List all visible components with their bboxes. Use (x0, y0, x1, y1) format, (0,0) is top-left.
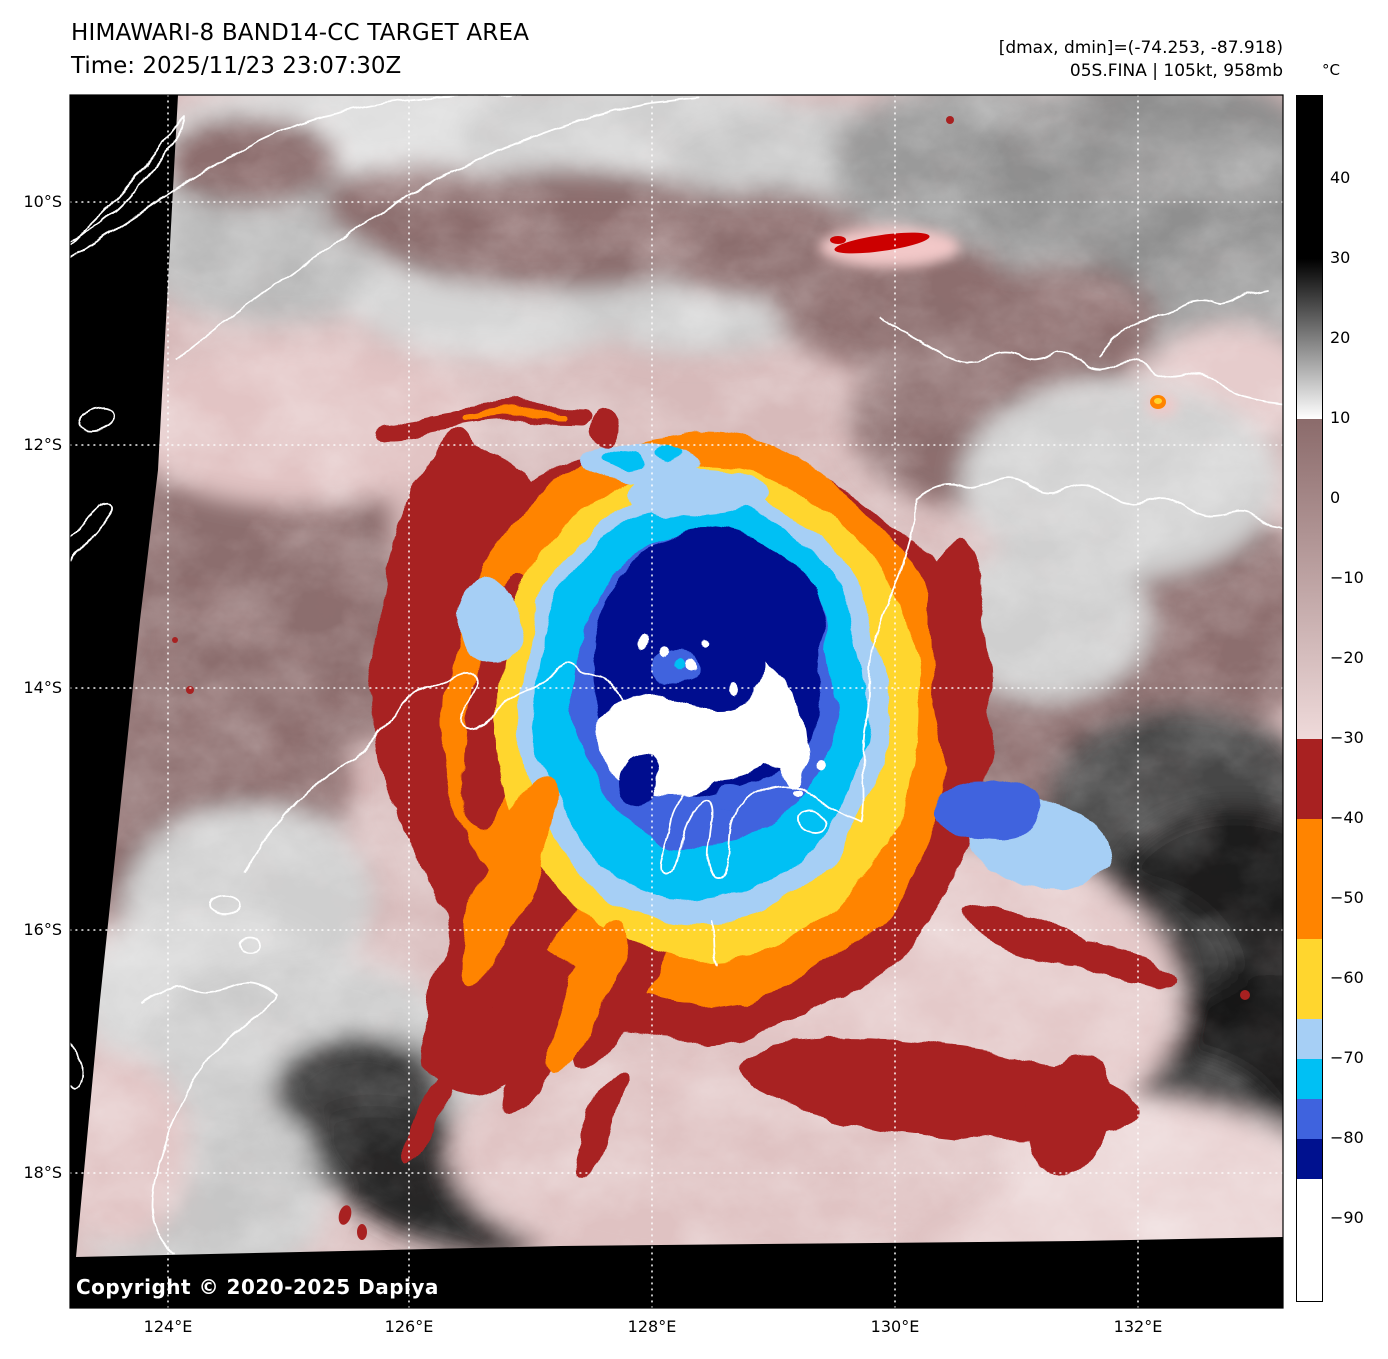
colorbar-tick-m30: −30 (1330, 728, 1364, 747)
colorbar-tick-m50: −50 (1330, 888, 1364, 907)
lat-tick-18s: 18°S (23, 1163, 62, 1182)
colorbar-tick-m60: −60 (1330, 968, 1364, 987)
coastline-bonaparte-gulf (914, 476, 1283, 529)
colorbar-tick-10: 10 (1330, 408, 1351, 427)
colorbar-tick-m80: −80 (1330, 1128, 1364, 1147)
lat-tick-14s: 14°S (23, 678, 62, 697)
hot-spots (172, 116, 1250, 1240)
colorbar-tick-20: 20 (1330, 328, 1351, 347)
colorbar-tick-0: 0 (1330, 488, 1341, 507)
coastline-inlet (711, 919, 719, 967)
colorbar (1296, 95, 1323, 1302)
colorbar-tick-m40: −40 (1330, 808, 1364, 827)
coastline-cambridge-gulf (861, 497, 916, 823)
graticule (70, 95, 1283, 1308)
coastline-dampier (141, 981, 279, 1255)
colorbar-tick-30: 30 (1330, 248, 1351, 267)
page-title: HIMAWARI-8 BAND14-CC TARGET AREA (71, 20, 530, 46)
lon-tick-124e: 124°E (143, 1317, 193, 1336)
copyright-notice: Copyright © 2020-2025 Dapiya (76, 1275, 439, 1299)
island-outline (210, 895, 240, 915)
coastline-kimberley-north (879, 317, 1283, 405)
colorbar-tick-m70: −70 (1330, 1048, 1364, 1067)
annotation-block: [dmax, dmin]=(-74.253, -87.918) 05S.FINA… (999, 37, 1283, 83)
coastline-rote (70, 502, 113, 561)
coastline-timor-south (70, 95, 521, 259)
colorbar-tick-m20: −20 (1330, 648, 1364, 667)
colorbar-tick-m10: −10 (1330, 568, 1364, 587)
island-outline (78, 408, 116, 432)
coastline-fragment (70, 1043, 84, 1090)
dmax-dmin-annotation: [dmax, dmin]=(-74.253, -87.918) (998, 38, 1283, 58)
coastline-archipelago (1097, 289, 1269, 357)
lon-tick-132e: 132°E (1113, 1317, 1163, 1336)
timestamp: Time: 2025/11/23 23:07:30Z (71, 53, 402, 79)
lat-tick-16s: 16°S (23, 920, 62, 939)
coastline-timor-west-tip (70, 115, 185, 247)
coastline-kimberley-main (244, 662, 863, 879)
lat-tick-12s: 12°S (23, 435, 62, 454)
lon-tick-130e: 130°E (870, 1317, 920, 1336)
colorbar-tick-40: 40 (1330, 168, 1351, 187)
lat-tick-10s: 10°S (23, 192, 62, 211)
island-outline (797, 810, 827, 834)
coastline-timor-north (177, 97, 701, 359)
coastlines (70, 95, 1283, 1255)
colorbar-tick-m90: −90 (1330, 1208, 1364, 1227)
colorbar-unit-label: °C (1322, 61, 1340, 79)
storm-intensity-annotation: 05S.FINA | 105kt, 958mb (1069, 61, 1283, 81)
lon-tick-128e: 128°E (627, 1317, 677, 1336)
lon-tick-126e: 126°E (384, 1317, 434, 1336)
island-outline (239, 937, 261, 953)
axes-frame (69, 94, 1284, 1309)
